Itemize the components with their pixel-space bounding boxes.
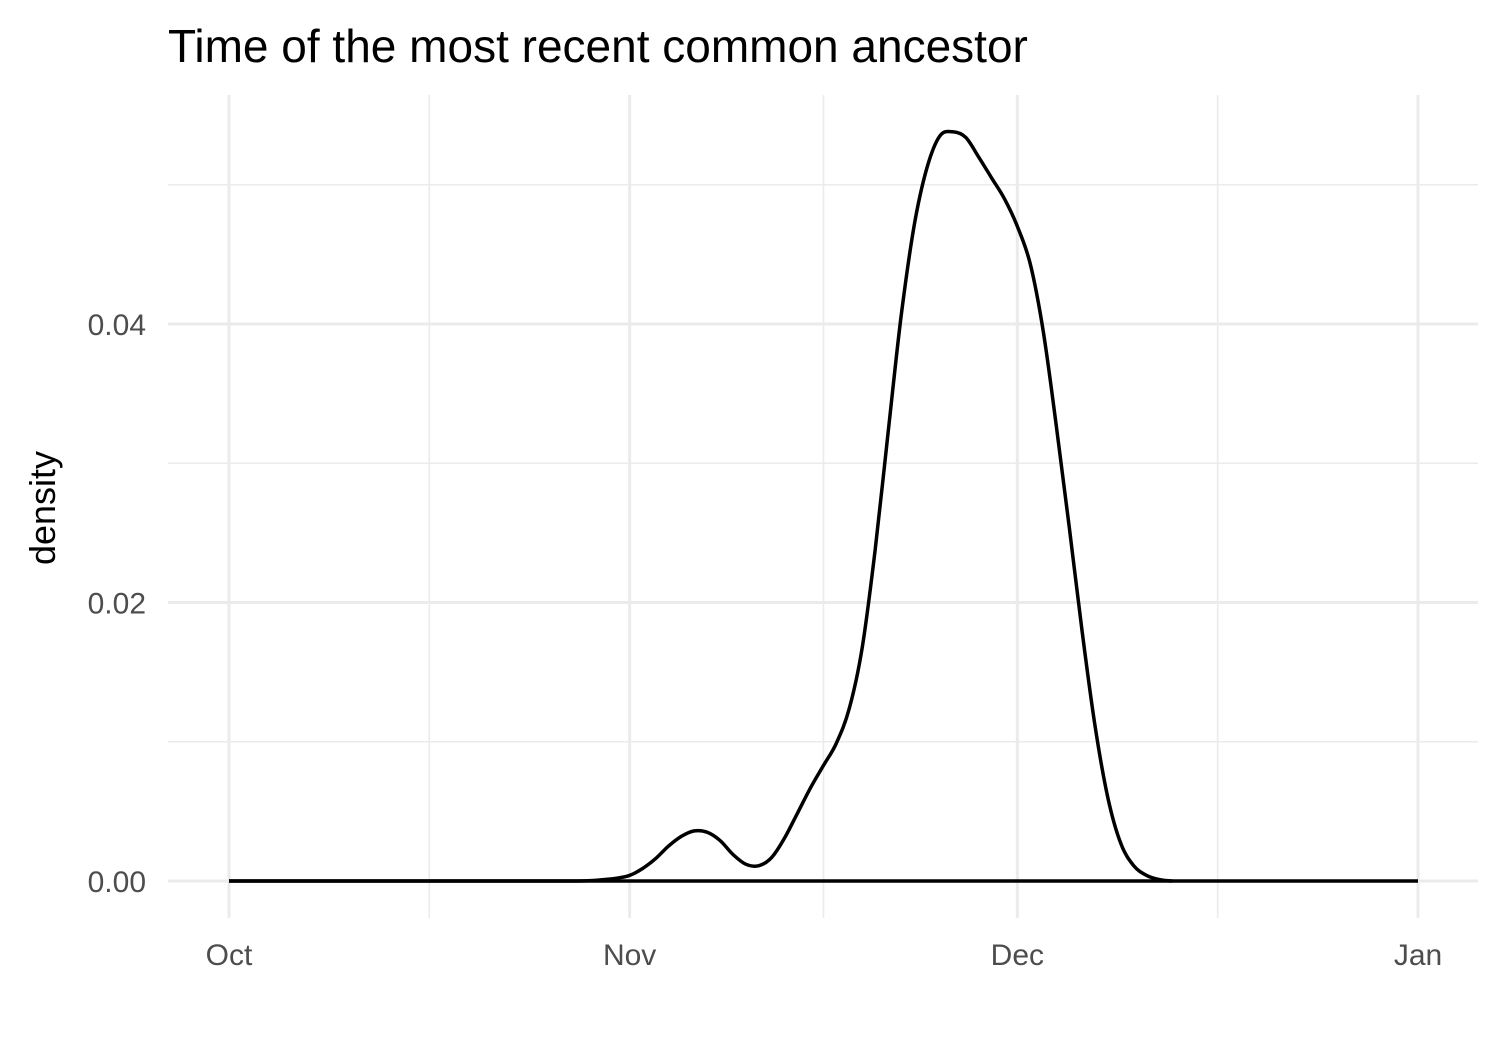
x-tick-label-oct: Oct (206, 939, 253, 972)
y-tick-label-1: 0.02 (88, 588, 146, 621)
y-tick-label-0: 0.00 (88, 866, 146, 899)
x-tick-label-dec: Dec (991, 939, 1044, 972)
x-tick-label-nov: Nov (603, 939, 656, 972)
x-tick-label-jan: Jan (1394, 939, 1442, 972)
grid (168, 95, 1478, 918)
density-curve (229, 129, 1173, 883)
series (229, 129, 1418, 883)
y-axis-label: density (22, 451, 63, 565)
chart-title: Time of the most recent common ancestor (168, 20, 1028, 72)
x-axis-ticks: Oct Nov Dec Jan (206, 939, 1443, 972)
y-tick-label-2: 0.04 (88, 309, 146, 342)
y-axis-ticks: 0.00 0.02 0.04 (88, 309, 146, 899)
